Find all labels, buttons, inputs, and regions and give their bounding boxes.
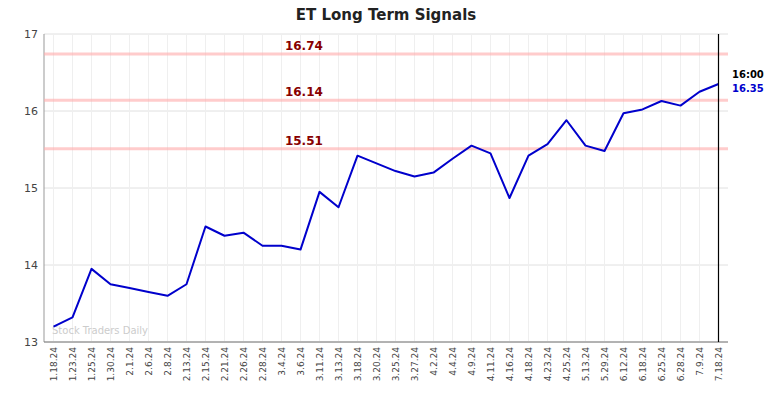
x-tick-label: 3.18.24 bbox=[353, 347, 363, 382]
grid-line-x bbox=[224, 34, 225, 342]
x-tick-label: 3.25.24 bbox=[391, 347, 401, 382]
y-axis bbox=[44, 34, 45, 342]
reference-line bbox=[44, 147, 728, 150]
x-tick-label: 3.13.24 bbox=[334, 347, 344, 382]
grid bbox=[44, 34, 728, 342]
y-tick-label: 14 bbox=[24, 259, 38, 272]
x-tick-label: 5.13.24 bbox=[581, 347, 591, 382]
grid-line-x bbox=[471, 34, 472, 342]
grid-line-x bbox=[148, 34, 149, 342]
chart: ET Long Term Signals 13 14 15 16 17 1.18.24 1.2… bbox=[0, 0, 784, 398]
y-tick-label: 16 bbox=[24, 105, 38, 118]
x-tick-label: 4.18.24 bbox=[524, 347, 534, 382]
grid-line-x bbox=[357, 34, 358, 342]
reference-line bbox=[44, 99, 728, 102]
x-tick-label: 6.28.24 bbox=[676, 347, 686, 382]
x-tick-label: 7.9.24 bbox=[695, 347, 705, 376]
x-tick-label: 2.21.24 bbox=[220, 347, 230, 382]
grid-line-y bbox=[44, 111, 728, 112]
grid-line-y bbox=[44, 188, 728, 189]
grid-line-x bbox=[376, 34, 377, 342]
grid-line-y bbox=[44, 265, 728, 266]
grid-line-y bbox=[44, 342, 728, 343]
x-tick-label: 2.6.24 bbox=[144, 347, 154, 376]
x-tick-label: 4.11.24 bbox=[486, 347, 496, 382]
x-tick-label: 3.4.24 bbox=[277, 347, 287, 376]
end-marker bbox=[718, 34, 719, 342]
x-tick-label: 6.25.24 bbox=[657, 347, 667, 382]
reference-line bbox=[44, 53, 728, 56]
x-tick-label: 4.4.24 bbox=[448, 347, 458, 376]
grid-line-x bbox=[566, 34, 567, 342]
grid-line-x bbox=[452, 34, 453, 342]
y-tick-label: 15 bbox=[24, 182, 38, 195]
grid-line-x bbox=[129, 34, 130, 342]
x-tick-label: 4.9.24 bbox=[467, 347, 477, 376]
y-tick-label: 13 bbox=[24, 336, 38, 349]
x-tick-label: 3.11.24 bbox=[315, 347, 325, 382]
x-axis bbox=[44, 342, 728, 343]
x-tick-label: 3.27.24 bbox=[410, 347, 420, 382]
x-tick-label: 1.30.24 bbox=[106, 347, 116, 382]
reference-label: 16.14 bbox=[285, 85, 323, 99]
line bbox=[54, 84, 719, 327]
plot-area bbox=[44, 34, 728, 342]
x-tick-label: 6.18.24 bbox=[638, 347, 648, 382]
grid-line-x bbox=[243, 34, 244, 342]
x-tick-label: 1.25.24 bbox=[87, 347, 97, 382]
grid-line-y bbox=[44, 34, 728, 35]
grid-line-x bbox=[262, 34, 263, 342]
grid-line-x bbox=[395, 34, 396, 342]
grid-line-x bbox=[642, 34, 643, 342]
watermark: Stock Traders Daily bbox=[52, 325, 148, 336]
grid-line-x bbox=[414, 34, 415, 342]
grid-line-x bbox=[509, 34, 510, 342]
x-tick-label: 2.28.24 bbox=[258, 347, 268, 382]
x-tick-label: 2.1.24 bbox=[125, 347, 135, 376]
grid-line-x bbox=[281, 34, 282, 342]
grid-line-x bbox=[72, 34, 73, 342]
reference-label: 16.74 bbox=[285, 39, 323, 53]
grid-line-x bbox=[490, 34, 491, 342]
title: ET Long Term Signals bbox=[296, 6, 476, 24]
grid-line-x bbox=[205, 34, 206, 342]
grid-line-x bbox=[110, 34, 111, 342]
x-tick-label: 7.18.24 bbox=[714, 347, 724, 382]
grid-line-x bbox=[319, 34, 320, 342]
grid-line-x bbox=[718, 34, 719, 342]
grid-line-x bbox=[661, 34, 662, 342]
x-tick-label: 4.2.24 bbox=[429, 347, 439, 376]
grid-line-x bbox=[680, 34, 681, 342]
grid-line-x bbox=[433, 34, 434, 342]
x-tick-label: 2.8.24 bbox=[163, 347, 173, 376]
grid-line-x bbox=[547, 34, 548, 342]
end-label-value: 16.35 bbox=[732, 83, 764, 94]
reference-label: 15.51 bbox=[285, 134, 323, 148]
end-label-time: 16:00 bbox=[732, 69, 764, 80]
x-tick-label: 2.15.24 bbox=[201, 347, 211, 382]
x-tick-label: 4.23.24 bbox=[543, 347, 553, 382]
grid-line-x bbox=[186, 34, 187, 342]
x-tick-label: 3.20.24 bbox=[372, 347, 382, 382]
x-tick-label: 2.26.24 bbox=[239, 347, 249, 382]
grid-line-x bbox=[53, 34, 54, 342]
x-tick-label: 2.13.24 bbox=[182, 347, 192, 382]
grid-line-x bbox=[604, 34, 605, 342]
x-tick-label: 1.23.24 bbox=[68, 347, 78, 382]
grid-line-x bbox=[528, 34, 529, 342]
x-tick-label: 4.25.24 bbox=[562, 347, 572, 382]
grid-line-x bbox=[623, 34, 624, 342]
grid-line-x bbox=[585, 34, 586, 342]
x-tick-label: 1.18.24 bbox=[49, 347, 59, 382]
grid-line-x bbox=[91, 34, 92, 342]
x-tick-label: 5.29.24 bbox=[600, 347, 610, 382]
grid-line-x bbox=[300, 34, 301, 342]
y-tick-label: 17 bbox=[24, 28, 38, 41]
grid-line-x bbox=[338, 34, 339, 342]
x-tick-label: 4.16.24 bbox=[505, 347, 515, 382]
x-tick-label: 3.6.24 bbox=[296, 347, 306, 376]
grid-line-x bbox=[699, 34, 700, 342]
x-tick-label: 6.12.24 bbox=[619, 347, 629, 382]
